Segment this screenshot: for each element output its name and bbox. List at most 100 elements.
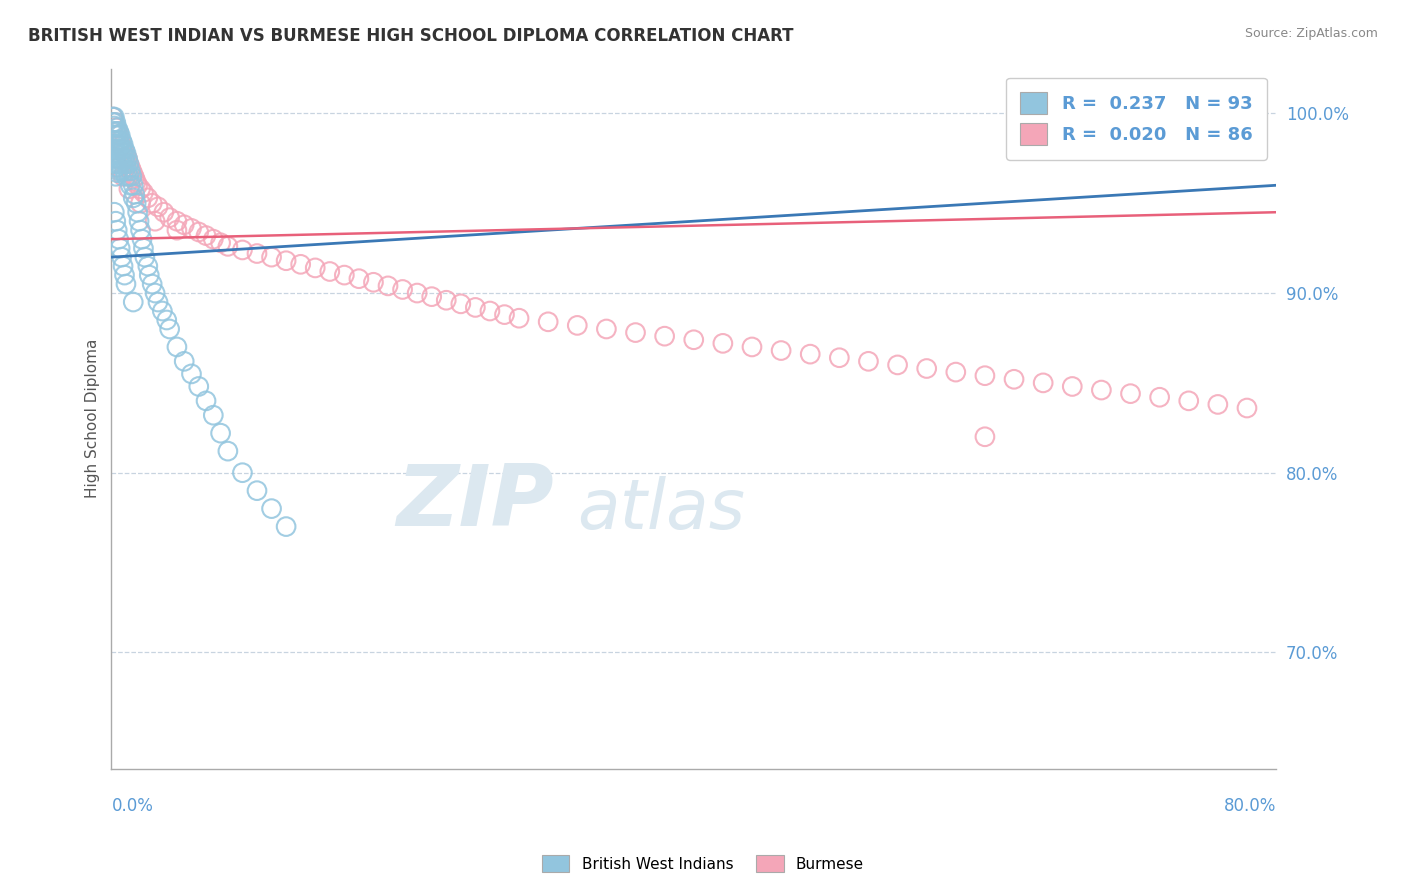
Point	[260, 501, 283, 516]
Point	[110, 152, 132, 166]
Point	[595, 322, 617, 336]
Point	[104, 142, 127, 156]
Point	[104, 133, 127, 147]
Legend: British West Indians, Burmese: British West Indians, Burmese	[534, 847, 872, 880]
Point	[1177, 393, 1199, 408]
Point	[202, 232, 225, 246]
Point	[110, 133, 132, 147]
Point	[166, 340, 188, 354]
Point	[166, 223, 188, 237]
Point	[127, 205, 149, 219]
Point	[1119, 386, 1142, 401]
Point	[915, 361, 938, 376]
Point	[103, 157, 125, 171]
Point	[108, 147, 131, 161]
Point	[136, 191, 159, 205]
Point	[125, 175, 148, 189]
Point	[159, 322, 181, 336]
Point	[156, 313, 179, 327]
Point	[107, 161, 129, 175]
Point	[231, 466, 253, 480]
Point	[478, 304, 501, 318]
Point	[1206, 397, 1229, 411]
Point	[101, 110, 124, 124]
Point	[290, 257, 312, 271]
Point	[105, 166, 128, 180]
Point	[945, 365, 967, 379]
Point	[105, 124, 128, 138]
Point	[125, 196, 148, 211]
Point	[195, 393, 218, 408]
Point	[141, 196, 163, 211]
Point	[377, 278, 399, 293]
Point	[508, 311, 530, 326]
Point	[107, 128, 129, 142]
Point	[246, 246, 269, 260]
Point	[105, 128, 128, 142]
Y-axis label: High School Diploma: High School Diploma	[86, 339, 100, 499]
Text: Source: ZipAtlas.com: Source: ZipAtlas.com	[1244, 27, 1378, 40]
Point	[120, 161, 142, 175]
Point	[107, 133, 129, 147]
Point	[1002, 372, 1025, 386]
Point	[124, 187, 146, 202]
Point	[110, 250, 132, 264]
Point	[112, 136, 135, 151]
Point	[141, 277, 163, 291]
Point	[274, 519, 297, 533]
Point	[107, 124, 129, 138]
Point	[101, 110, 124, 124]
Point	[114, 164, 136, 178]
Text: atlas: atlas	[578, 476, 745, 543]
Point	[104, 214, 127, 228]
Point	[537, 315, 560, 329]
Point	[120, 178, 142, 193]
Point	[464, 301, 486, 315]
Point	[118, 169, 141, 184]
Point	[231, 243, 253, 257]
Point	[117, 152, 139, 166]
Point	[209, 235, 232, 250]
Point	[136, 259, 159, 273]
Point	[166, 214, 188, 228]
Point	[107, 164, 129, 178]
Point	[107, 152, 129, 166]
Point	[120, 164, 142, 178]
Point	[115, 277, 138, 291]
Point	[112, 157, 135, 171]
Point	[770, 343, 793, 358]
Point	[202, 408, 225, 422]
Point	[129, 182, 152, 196]
Point	[112, 259, 135, 273]
Point	[103, 136, 125, 151]
Point	[114, 145, 136, 160]
Point	[115, 169, 138, 184]
Point	[118, 182, 141, 196]
Point	[112, 169, 135, 184]
Point	[143, 214, 166, 228]
Point	[103, 145, 125, 160]
Point	[217, 444, 239, 458]
Point	[101, 124, 124, 138]
Point	[138, 268, 160, 282]
Point	[828, 351, 851, 365]
Point	[115, 145, 138, 160]
Point	[195, 228, 218, 243]
Point	[108, 128, 131, 142]
Point	[187, 379, 209, 393]
Point	[406, 286, 429, 301]
Point	[1062, 379, 1084, 393]
Point	[110, 142, 132, 156]
Point	[103, 110, 125, 124]
Text: 0.0%: 0.0%	[111, 797, 153, 815]
Point	[105, 157, 128, 171]
Point	[260, 250, 283, 264]
Point	[217, 239, 239, 253]
Point	[146, 200, 169, 214]
Point	[101, 115, 124, 129]
Point	[333, 268, 356, 282]
Point	[103, 205, 125, 219]
Point	[741, 340, 763, 354]
Legend: R =  0.237   N = 93, R =  0.020   N = 86: R = 0.237 N = 93, R = 0.020 N = 86	[1005, 78, 1267, 160]
Point	[104, 152, 127, 166]
